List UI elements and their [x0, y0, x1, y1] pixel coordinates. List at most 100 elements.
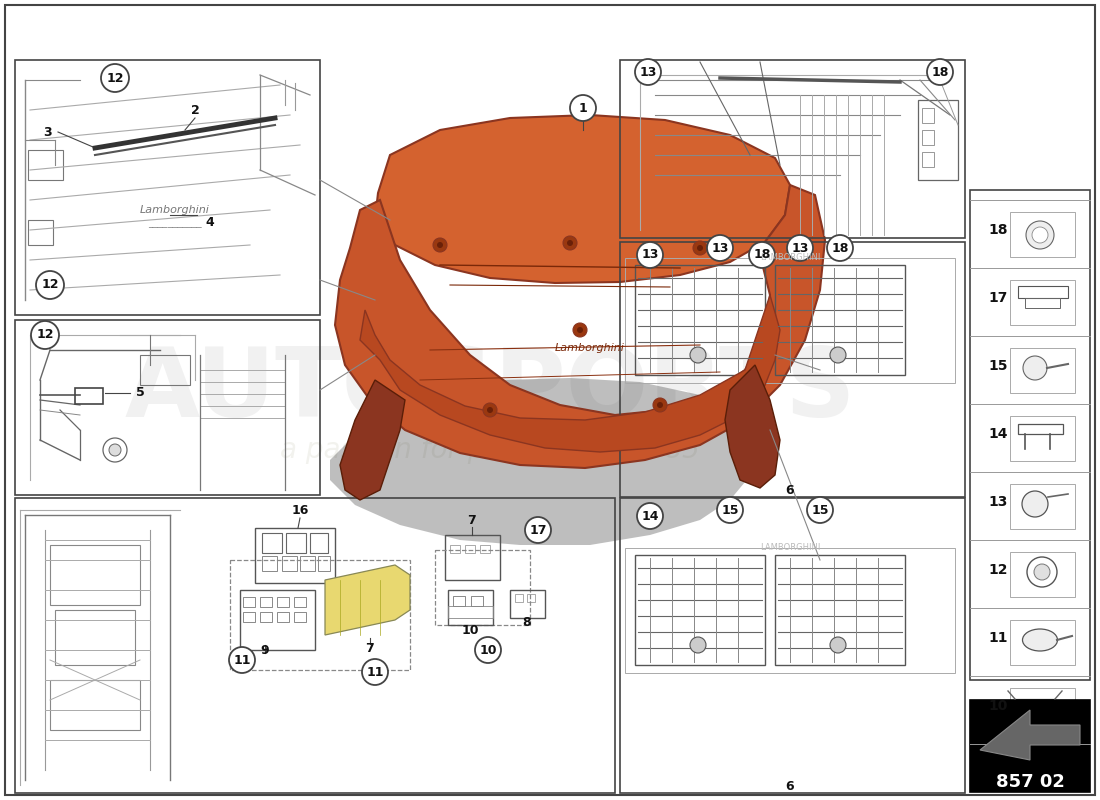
- Text: 17: 17: [529, 523, 547, 537]
- Circle shape: [637, 503, 663, 529]
- Bar: [625, 258, 955, 383]
- Bar: [1010, 552, 1075, 597]
- Polygon shape: [336, 185, 825, 468]
- Text: 15: 15: [722, 503, 739, 517]
- Text: 13: 13: [988, 495, 1008, 509]
- Bar: [277, 597, 289, 607]
- Text: LAMBORGHINI: LAMBORGHINI: [760, 254, 821, 262]
- Bar: [260, 597, 272, 607]
- Bar: [255, 528, 336, 583]
- Circle shape: [1026, 221, 1054, 249]
- Bar: [620, 498, 965, 793]
- Text: 1: 1: [579, 102, 587, 114]
- Text: 10: 10: [988, 699, 1008, 713]
- Bar: [1010, 688, 1075, 733]
- Text: 11: 11: [366, 666, 384, 678]
- Circle shape: [31, 321, 59, 349]
- Circle shape: [927, 59, 953, 85]
- Text: 18: 18: [754, 249, 771, 262]
- Text: 10: 10: [461, 623, 478, 637]
- Text: 18: 18: [988, 223, 1008, 237]
- Circle shape: [697, 245, 703, 251]
- Text: 13: 13: [641, 249, 659, 262]
- Circle shape: [707, 235, 733, 261]
- Circle shape: [578, 327, 583, 333]
- Polygon shape: [330, 378, 760, 545]
- Polygon shape: [360, 295, 780, 452]
- Bar: [434, 550, 530, 625]
- Text: 6: 6: [785, 483, 794, 497]
- Bar: [243, 597, 255, 607]
- Bar: [620, 242, 965, 497]
- Bar: [922, 130, 934, 145]
- Bar: [230, 560, 410, 670]
- Bar: [918, 100, 958, 180]
- Text: ___________: ___________: [148, 218, 201, 228]
- Bar: [450, 545, 460, 553]
- Text: 17: 17: [988, 291, 1008, 305]
- Bar: [300, 556, 315, 571]
- Bar: [294, 597, 306, 607]
- Circle shape: [563, 236, 578, 250]
- Circle shape: [1027, 557, 1057, 587]
- Bar: [620, 60, 965, 238]
- Text: 12: 12: [36, 329, 54, 342]
- Circle shape: [1023, 356, 1047, 380]
- Bar: [1010, 348, 1075, 393]
- Text: 11: 11: [988, 631, 1008, 645]
- Text: 18: 18: [832, 242, 849, 254]
- Text: 13: 13: [791, 242, 808, 254]
- Bar: [776, 265, 905, 375]
- Bar: [262, 533, 282, 553]
- Circle shape: [827, 235, 853, 261]
- Circle shape: [101, 64, 129, 92]
- Bar: [310, 533, 328, 553]
- Circle shape: [566, 240, 573, 246]
- Bar: [625, 548, 955, 673]
- Circle shape: [573, 323, 587, 337]
- Circle shape: [657, 402, 663, 408]
- Bar: [260, 612, 272, 622]
- Ellipse shape: [1023, 629, 1057, 651]
- Circle shape: [570, 95, 596, 121]
- Bar: [635, 555, 764, 665]
- Text: 12: 12: [988, 563, 1008, 577]
- Circle shape: [483, 403, 497, 417]
- Bar: [262, 556, 277, 571]
- Bar: [1010, 484, 1075, 529]
- Bar: [286, 533, 306, 553]
- Circle shape: [830, 637, 846, 653]
- Text: a passion for parts since 1985: a passion for parts since 1985: [280, 436, 700, 464]
- Bar: [922, 152, 934, 167]
- Bar: [527, 594, 535, 602]
- Bar: [1025, 298, 1060, 308]
- Text: 4: 4: [206, 215, 214, 229]
- Bar: [50, 545, 140, 605]
- Text: 15: 15: [988, 359, 1008, 373]
- Circle shape: [475, 637, 500, 663]
- Bar: [140, 355, 190, 385]
- Bar: [635, 265, 764, 375]
- Circle shape: [487, 407, 493, 413]
- Text: 11: 11: [233, 654, 251, 666]
- Text: 18: 18: [932, 66, 948, 78]
- Circle shape: [786, 235, 813, 261]
- Bar: [294, 612, 306, 622]
- Bar: [1018, 286, 1068, 298]
- Text: 7: 7: [468, 514, 476, 526]
- Text: 15: 15: [812, 503, 828, 517]
- Text: 9: 9: [261, 643, 270, 657]
- Bar: [1015, 699, 1055, 711]
- Circle shape: [635, 59, 661, 85]
- Bar: [448, 606, 493, 618]
- Polygon shape: [375, 115, 790, 283]
- Text: 2: 2: [190, 103, 199, 117]
- Bar: [55, 610, 135, 665]
- Text: 13: 13: [712, 242, 728, 254]
- Bar: [515, 594, 522, 602]
- Bar: [240, 590, 315, 650]
- Circle shape: [229, 647, 255, 673]
- Bar: [28, 150, 63, 180]
- Circle shape: [717, 497, 743, 523]
- Text: AUTOSPORTS: AUTOSPORTS: [124, 343, 856, 437]
